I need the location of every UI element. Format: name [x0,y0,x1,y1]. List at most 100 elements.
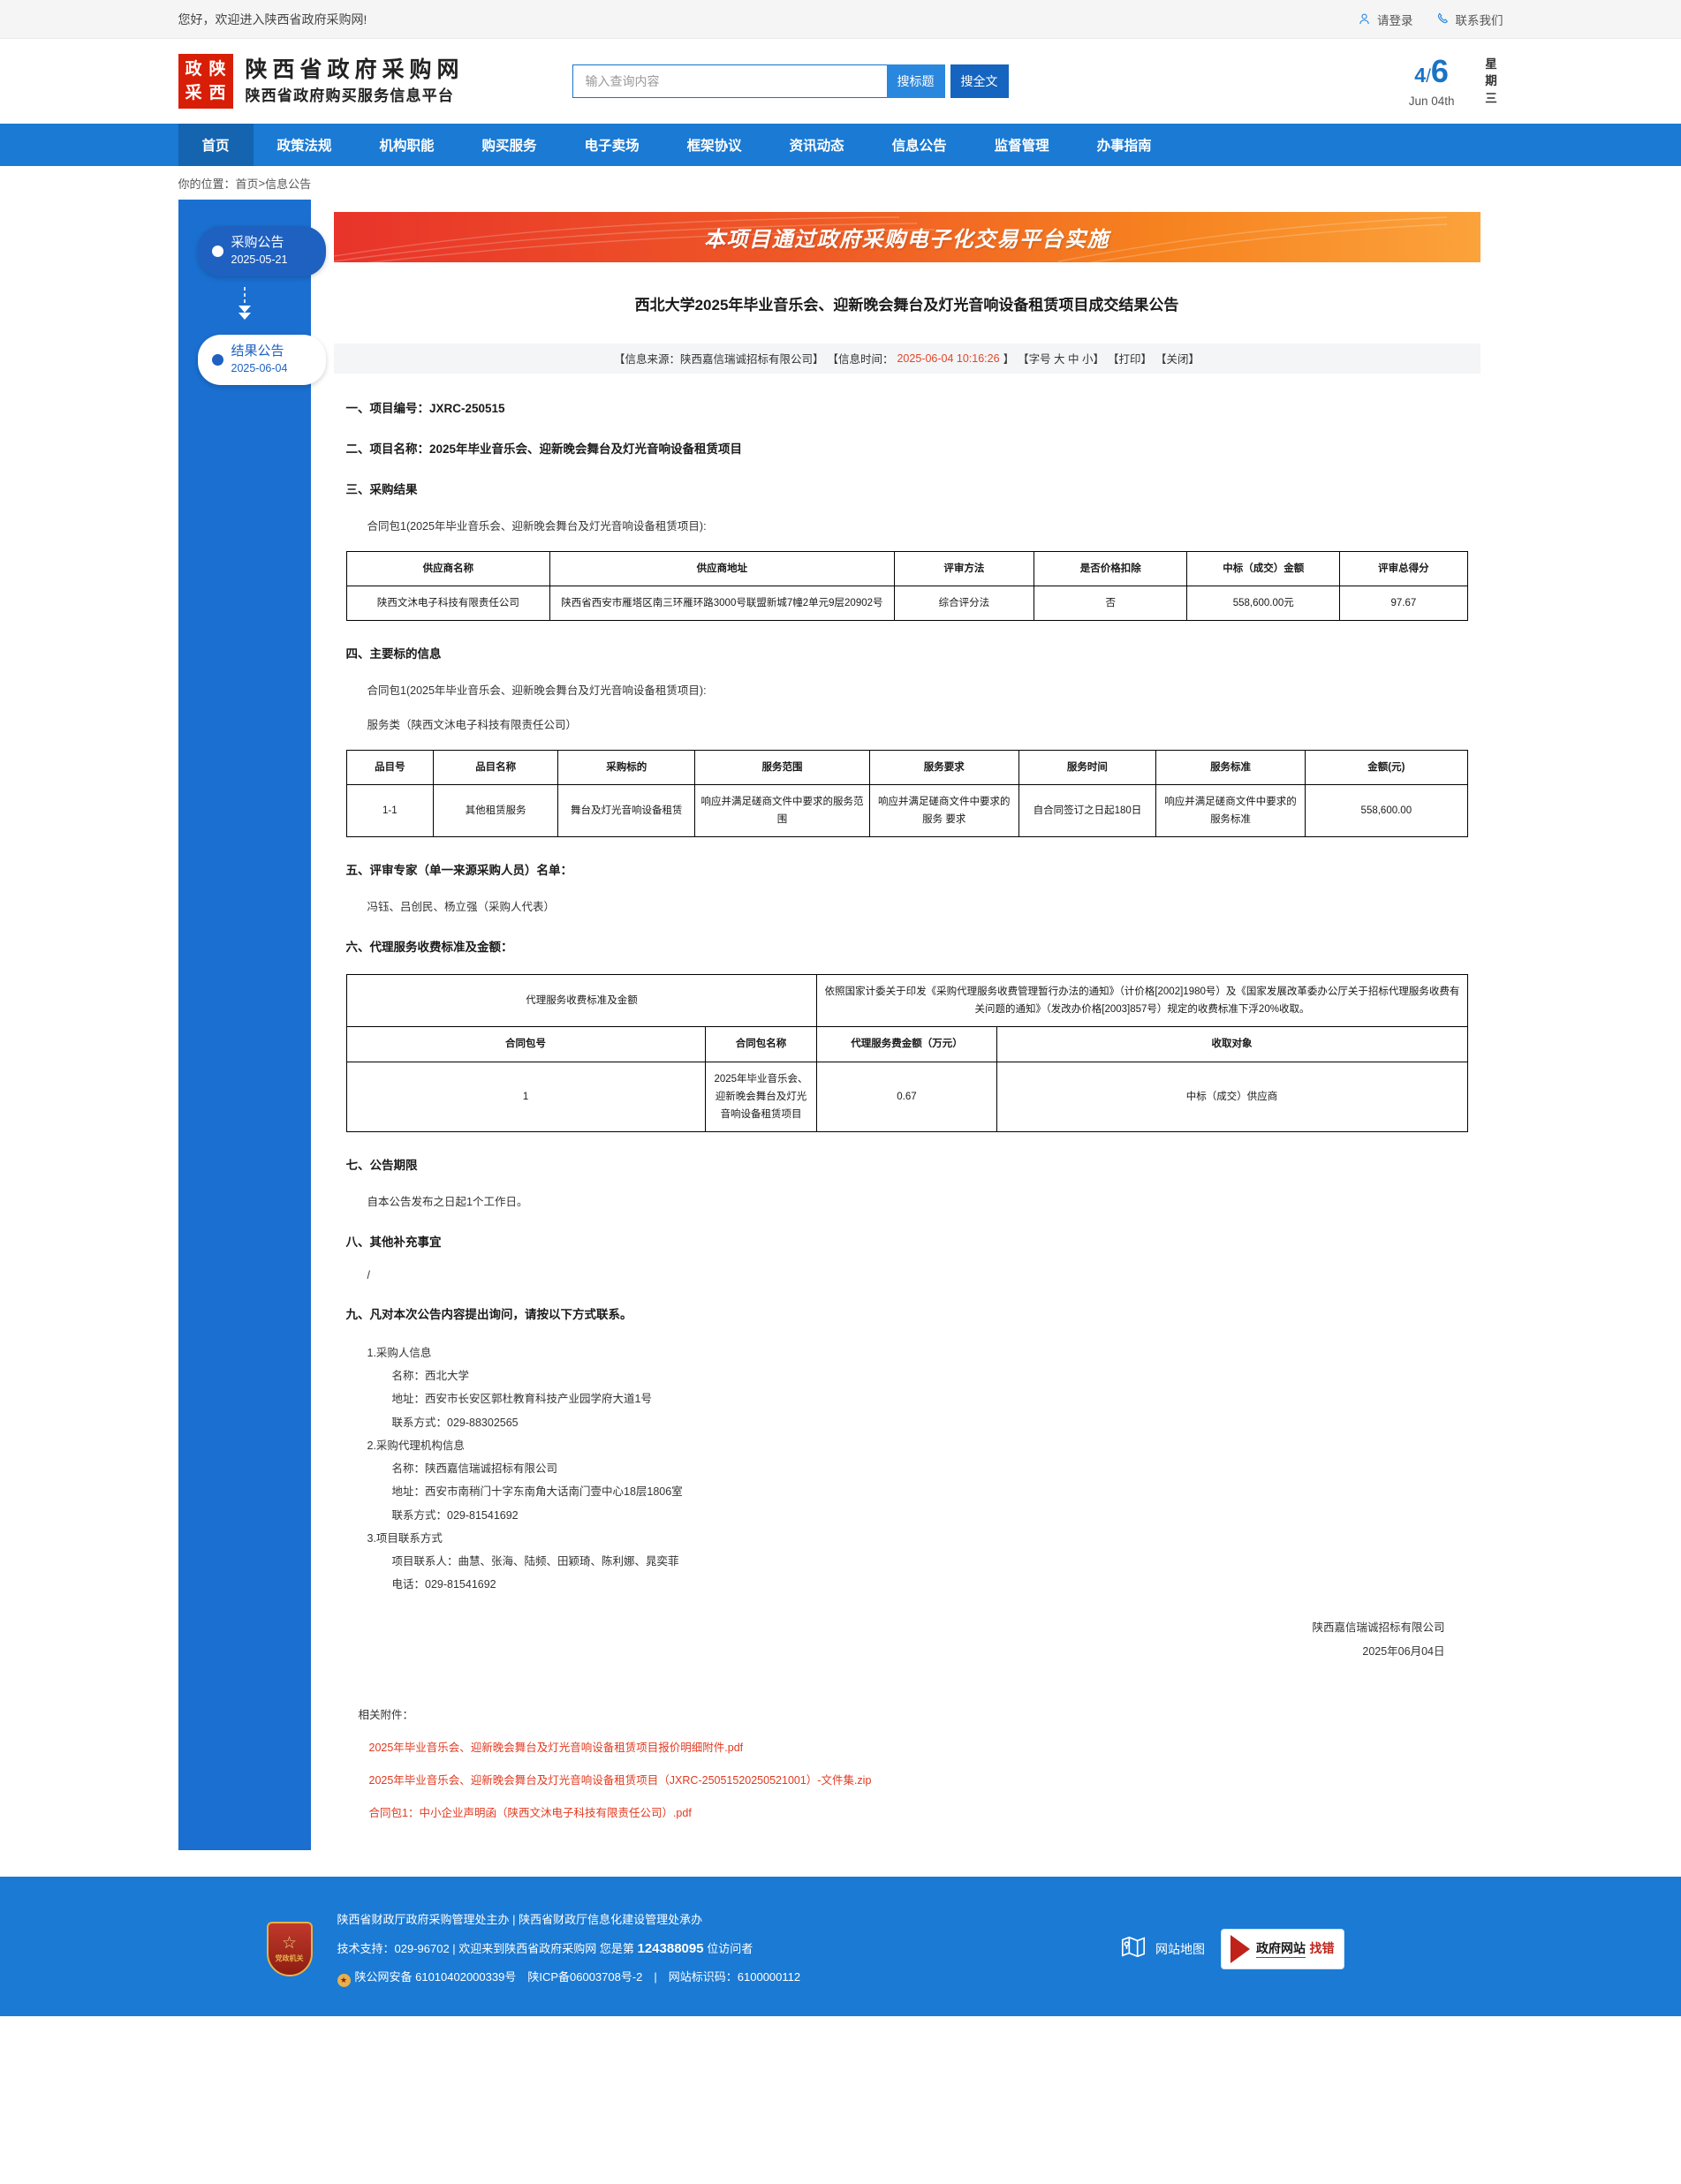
footer-support-prefix: 技术支持：029-96702 | 欢迎来到陕西省政府采购网 您是第 [337,1942,638,1956]
contact-link[interactable]: 联系我们 [1436,11,1503,28]
search-title-button[interactable]: 搜标题 [886,64,945,98]
other-matters-text: / [367,1268,370,1281]
subject-category-label: 服务类（陕西文沐电子科技有限责任公司） [367,718,578,731]
attachment-link[interactable]: 合同包1：中小企业声明函（陕西文沐电子科技有限责任公司）.pdf [368,1806,692,1819]
main-navigation: 首页 政策法规 机构职能 购买服务 电子卖场 框架协议 资讯动态 信息公告 监督管理 办事指南 [0,124,1681,166]
breadcrumb-prefix: 你的位置： [178,177,236,191]
contact-group-heading: 3.项目联系方式 [367,1531,443,1545]
signature-date: 2025年06月04日 [1362,1645,1445,1659]
font-size-control[interactable]: 【字号 大 中 小】 [1018,353,1104,366]
nav-item-资讯动态[interactable]: 资讯动态 [789,139,844,154]
nav-item-监督管理[interactable]: 监督管理 [994,139,1049,154]
column-header: 收取对象 [996,1026,1468,1062]
close-button[interactable]: 【关闭】 [1155,353,1200,366]
column-header: 评审总得分 [1339,550,1468,586]
nav-item-首页[interactable]: 首页 [178,124,254,166]
column-header: 品目名称 [433,749,559,785]
sitemap-label: 网站地图 [1155,1941,1206,1956]
seal-char-3: 采 [182,82,205,104]
article-content: 本项目通过政府采购电子化交易平台实施 西北大学2025年毕业音乐会、迎新晚会舞台… [310,200,1503,1850]
date-week-number: 4 [1414,63,1427,87]
date-numbers-block: 4/6 Jun 04th [1408,55,1455,108]
table-cell: 否 [1034,585,1188,621]
announcement-period-text: 自本公告发布之日起1个工作日。 [367,1195,528,1208]
table-cell: 97.67 [1339,585,1468,621]
date-widget: 4/6 Jun 04th 星期三 [1408,55,1503,108]
contact-line: 电话：029-81541692 [391,1578,496,1591]
table-cell: 响应并满足磋商文件中要求的服务标准 [1155,783,1306,838]
table-row: 陕西文沐电子科技有限责任公司 陕西省西安市雁塔区南三环雁环路3000号联盟新城7幢… [345,585,1468,621]
subject-info-table: 品目号 品目名称 采购标的 服务范围 服务要求 服务时间 服务标准 金额(元) 1-1 其他租赁… [345,749,1468,838]
table-cell: 综合评分法 [893,585,1035,621]
timeline-dot-icon [211,354,223,366]
nav-item-购买服务[interactable]: 购买服务 [481,139,537,154]
platform-banner-title: 本项目通过政府采购电子化交易平台实施 [704,228,1109,252]
sitemap-link[interactable]: 网站地图 [1120,1933,1205,1964]
column-header: 合同包号 [345,1026,706,1062]
search-fulltext-button[interactable]: 搜全文 [950,64,1009,98]
megaphone-icon [1230,1934,1251,1963]
contact-group-heading: 2.采购代理机构信息 [367,1439,465,1452]
column-header: 服务标准 [1155,749,1306,785]
footer-support-line: 技术支持：029-96702 | 欢迎来到陕西省政府采购网 您是第 124388… [337,1933,801,1964]
footer-text-block: 陕西省财政厅政府采购管理处主办 | 陕西省财政厅信息化建设管理处承办 技术支持：… [337,1907,801,1991]
sidebar-item-label: 采购公告 [231,235,284,250]
sidebar-item-date: 2025-06-04 [231,362,288,375]
top-utility-bar-inner: 您好，欢迎进入陕西省政府采购网! 请登录 联系我们 [178,11,1503,28]
login-link[interactable]: 请登录 [1358,11,1413,28]
agency-fee-table: 代理服务收费标准及金额 依照国家计委关于印发《采购代理服务收费管理暂行办法的通知… [345,974,1468,1132]
date-month-label: Jun 04th [1408,94,1455,108]
contact-group-heading: 1.采购人信息 [367,1346,432,1359]
gov-report-text: 政府网站 找错 [1256,1940,1335,1959]
seal-char-2: 陕 [206,58,229,80]
nav-item-信息公告[interactable]: 信息公告 [891,139,947,154]
nav-item-框架协议[interactable]: 框架协议 [686,139,742,154]
table-row: 1-1 其他租赁服务 舞台及灯光音响设备租赁 响应并满足磋商文件中要求的服务范围 响应并… [345,783,1468,838]
table-row: 1 2025年毕业音乐会、迎新晚会舞台及灯光音响设备租赁项目 0.67 中标（成交）供… [345,1061,1468,1132]
result-package-label: 合同包1(2025年毕业音乐会、迎新晚会舞台及灯光音响设备租赁项目): [367,519,707,533]
attachments-list: 2025年毕业音乐会、迎新晚会舞台及灯光音响设备租赁项目报价明细附件.pdf 20… [346,1738,1468,1820]
section-inquiry-contacts: 九、凡对本次公告内容提出询问，请按以下方式联系。 [345,1307,632,1321]
weekday-label: 星期三 [1485,57,1497,105]
main-navigation-inner: 首页 政策法规 机构职能 购买服务 电子卖场 框架协议 资讯动态 信息公告 监督管理 办事指南 [178,124,1503,166]
section-review-experts: 五、评审专家（单一来源采购人员）名单： [345,864,573,878]
nav-item-机构职能[interactable]: 机构职能 [379,139,435,154]
column-header: 服务时间 [1018,749,1156,785]
page-title: 西北大学2025年毕业音乐会、迎新晚会舞台及灯光音响设备租赁项目成交结果公告 [634,297,1179,314]
site-logo[interactable]: 政 陕 采 西 陕西省政府采购网 陕西省政府购买服务信息平台 [178,54,465,109]
gov-agency-badge-icon: ☆ 党政机关 [266,1921,313,1976]
page-body: 采购公告 2025-05-21 结果公告 2025-06-04 本项目通过政府采购电子… [178,200,1503,1877]
nav-item-电子卖场[interactable]: 电子卖场 [584,139,640,154]
table-header-row: 合同包号 合同包名称 代理服务费金额（万元） 收取对象 [345,1026,1468,1062]
contact-line: 名称：西北大学 [391,1370,470,1383]
fee-standard-note: 依照国家计委关于印发《采购代理服务收费管理暂行办法的通知》（计价格[2002]1… [816,974,1468,1028]
section-agency-fee: 六、代理服务收费标准及金额： [345,941,513,955]
table-cell: 其他租赁服务 [433,783,559,838]
site-footer: ☆ 党政机关 陕西省财政厅政府采购管理处主办 | 陕西省财政厅信息化建设管理处承… [0,1876,1681,2016]
attachment-link[interactable]: 2025年毕业音乐会、迎新晚会舞台及灯光音响设备租赁项目报价明细附件.pdf [368,1741,744,1754]
section-project-name: 二、项目名称：2025年毕业音乐会、迎新晚会舞台及灯光音响设备租赁项目 [345,442,743,456]
table-cell: 2025年毕业音乐会、迎新晚会舞台及灯光音响设备租赁项目 [704,1061,818,1132]
top-utility-links: 请登录 联系我们 [1358,11,1503,28]
contact-line: 联系方式：029-88302565 [391,1416,519,1429]
timeline-arrow-down-icon [178,276,311,335]
section-procurement-result: 三、采购结果 [345,482,418,496]
sidebar-item-结果公告[interactable]: 结果公告 2025-06-04 [197,335,326,385]
table-cell: 中标（成交）供应商 [996,1061,1468,1132]
table-header-row: 品目号 品目名称 采购标的 服务范围 服务要求 服务时间 服务标准 金额(元) [345,749,1468,785]
search-input[interactable] [572,64,887,98]
footer-icp-text: 陕公网安备 61010402000339号 陕ICP备06003708号-2 |… [354,1970,801,1984]
gov-website-error-report-button[interactable]: 政府网站 找错 [1221,1928,1344,1969]
sidebar-item-采购公告[interactable]: 采购公告 2025-05-21 [197,226,326,276]
welcome-text: 您好，欢迎进入陕西省政府采购网! [178,11,367,26]
breadcrumb-home-link[interactable]: 首页 [235,177,259,191]
nav-item-办事指南[interactable]: 办事指南 [1096,139,1152,154]
section-other-matters: 八、其他补充事宜 [345,1235,442,1249]
contact-groups: 1.采购人信息 名称：西北大学 地址：西安市长安区郭杜教育科技产业园学府大道1号 联系… [346,1341,1468,1597]
attachment-link[interactable]: 2025年毕业音乐会、迎新晚会舞台及灯光音响设备租赁项目（JXRC-250515… [368,1773,872,1787]
breadcrumb-separator: > [258,176,266,190]
print-button[interactable]: 【打印】 [1108,353,1153,366]
contact-line: 名称：陕西嘉信瑞诚招标有限公司 [391,1462,558,1476]
nav-item-政策法规[interactable]: 政策法规 [276,139,332,154]
police-badge-icon: ★ [337,1974,351,1988]
